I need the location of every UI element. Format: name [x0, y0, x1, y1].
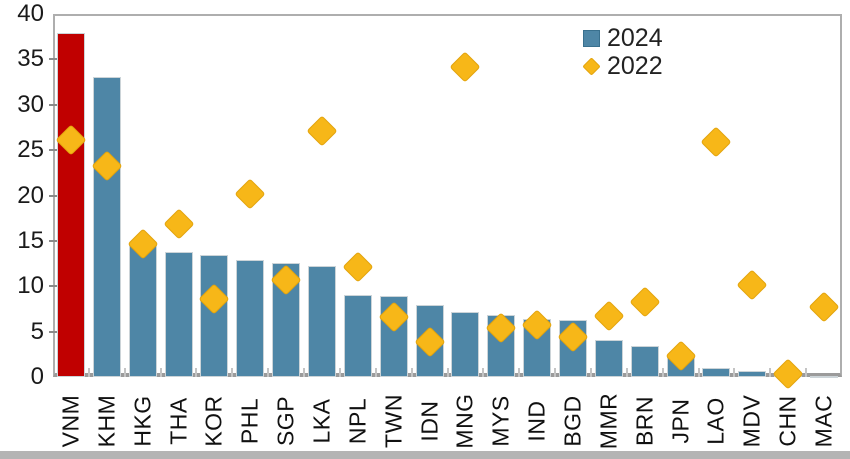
y-axis-tick	[49, 103, 61, 106]
x-axis-label-IND: IND	[523, 400, 550, 442]
y-axis-tick-label: 25	[17, 136, 44, 164]
y-axis-tick-label: 0	[30, 363, 44, 390]
x-axis-label-LAO: LAO	[702, 397, 729, 445]
x-axis-label-TWN: TWN	[380, 394, 407, 448]
bar-VNM	[56, 33, 85, 377]
y-axis-tick-label: 10	[17, 272, 44, 300]
x-axis-label-KHM: KHM	[93, 394, 120, 448]
x-axis-label-MMR: MMR	[595, 392, 622, 450]
y-axis-tick-label: 35	[17, 45, 44, 73]
y-axis-tick	[49, 58, 61, 61]
x-axis-tick	[697, 368, 700, 377]
chart-legend: 2024 2022	[582, 24, 663, 80]
x-axis-tick	[410, 368, 413, 377]
x-axis-tick	[267, 368, 270, 377]
x-axis-label-MNG: MNG	[451, 393, 478, 449]
y-axis-tick	[49, 285, 61, 288]
x-axis-tick	[446, 368, 449, 377]
x-axis-tick	[482, 368, 485, 377]
x-axis-label-PHL: PHL	[236, 397, 263, 445]
x-axis-tick	[374, 368, 377, 377]
x-axis-tick	[625, 368, 628, 377]
square-icon	[583, 29, 600, 47]
x-axis-tick	[338, 368, 341, 377]
x-axis-label-JPN: JPN	[667, 398, 694, 444]
x-axis-tick	[159, 368, 162, 377]
x-axis-label-MDV: MDV	[738, 394, 765, 448]
x-axis-label-KOR: KOR	[200, 395, 227, 447]
bar-PHL	[236, 259, 265, 377]
x-axis-tick	[769, 368, 772, 377]
bar-MAC	[810, 375, 839, 378]
diamond-icon	[582, 56, 601, 76]
x-axis-tick	[231, 368, 234, 377]
x-axis-tick	[518, 368, 521, 377]
legend-label: 2024	[607, 23, 663, 52]
y-axis-tick	[49, 239, 61, 242]
x-axis-label-LKA: LKA	[308, 398, 335, 444]
legend-label: 2022	[607, 51, 663, 80]
bar-HKG	[128, 242, 157, 377]
bar-LAO	[702, 367, 731, 377]
bar-THA	[164, 251, 193, 377]
legend-item-2022: 2022	[582, 51, 663, 80]
bar-MMR	[594, 339, 623, 377]
bar-MDV	[738, 370, 767, 377]
x-axis-label-BRN: BRN	[631, 395, 658, 447]
x-axis-label-CHN: CHN	[774, 395, 801, 447]
bottom-divider	[0, 451, 850, 459]
y-axis-tick-label: 20	[17, 181, 44, 209]
x-axis-tick	[123, 368, 126, 377]
x-axis-tick	[661, 368, 664, 377]
bar-LKA	[307, 266, 336, 377]
bar-BRN	[630, 346, 659, 377]
x-axis-label-MYS: MYS	[487, 395, 514, 447]
x-axis-label-MAC: MAC	[810, 394, 837, 448]
x-axis-tick	[733, 368, 736, 377]
x-axis-tick	[195, 368, 198, 377]
y-axis-tick-label: 15	[17, 226, 44, 254]
bar-KOR	[200, 255, 229, 377]
x-axis-label-NPL: NPL	[344, 397, 371, 445]
x-axis-tick	[554, 368, 557, 377]
y-axis-tick-label: 5	[30, 317, 44, 345]
bar-NPL	[343, 295, 372, 377]
bar-MNG	[451, 311, 480, 377]
legend-item-2024: 2024	[583, 24, 663, 52]
y-axis-tick	[49, 330, 61, 333]
x-axis-tick	[805, 368, 808, 377]
y-axis-tick-label: 30	[17, 90, 44, 118]
y-axis-tick	[49, 194, 61, 197]
x-axis-label-BGD: BGD	[559, 395, 586, 447]
y-axis-tick-label: 40	[17, 0, 44, 27]
x-axis-label-IDN: IDN	[416, 400, 443, 442]
x-axis-label-SGP: SGP	[272, 395, 299, 447]
x-axis-label-VNM: VNM	[57, 394, 84, 448]
y-axis-tick	[49, 149, 61, 152]
x-axis-label-THA: THA	[165, 397, 192, 445]
x-axis-tick	[589, 368, 592, 377]
x-axis-tick	[303, 368, 306, 377]
x-axis-tick	[87, 368, 90, 377]
bar-KHM	[92, 76, 121, 377]
x-axis-label-HKG: HKG	[129, 395, 156, 447]
